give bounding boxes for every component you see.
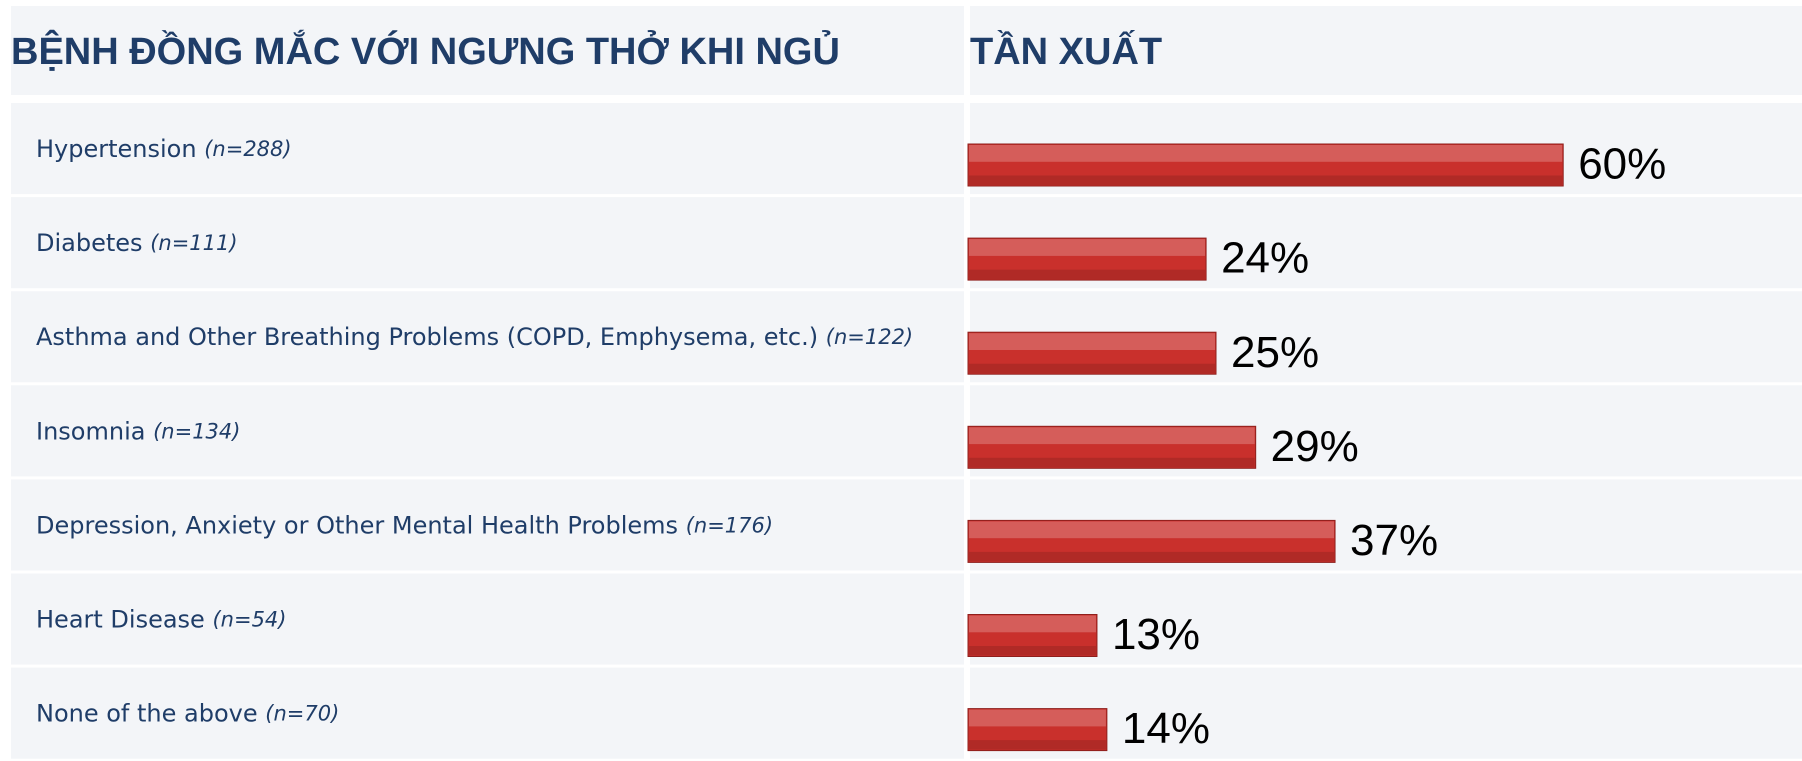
category-note: (n=70) [265, 702, 339, 726]
bar-shade [969, 551, 1335, 562]
bar [967, 143, 1564, 187]
category-name: Asthma and Other Breathing Problems (COP… [36, 323, 818, 351]
column-header: BỆNH ĐỒNG MẮC VỚI NGƯNG THỞ KHI NGỦ [11, 29, 840, 73]
bar-highlight [969, 145, 1563, 162]
bar-shade [969, 646, 1096, 656]
bar [967, 425, 1257, 469]
category-note: (n=176) [686, 513, 773, 537]
bar-highlight [969, 521, 1335, 539]
column-header: TẦN XUẤT [970, 29, 1162, 73]
bar-highlight [969, 709, 1106, 727]
value-label: 25% [1231, 328, 1319, 377]
bar-highlight [969, 427, 1255, 445]
value-label: 29% [1271, 422, 1359, 471]
bar-highlight [969, 239, 1206, 256]
category-name: None of the above [36, 700, 258, 728]
bar-shade [969, 363, 1215, 374]
category-label: Depression, Anxiety or Other Mental Heal… [36, 511, 773, 539]
row-cell [11, 385, 964, 477]
category-note: (n=288) [204, 137, 291, 161]
category-note: (n=134) [153, 419, 240, 443]
category-name: Hypertension [36, 135, 197, 163]
bar [967, 708, 1108, 752]
row-cell [11, 291, 964, 383]
row-cell [11, 103, 964, 195]
category-label: Heart Disease (n=54) [36, 606, 286, 634]
value-label: 13% [1112, 610, 1200, 659]
category-label: Diabetes (n=111) [36, 229, 238, 257]
bar-shade [969, 457, 1255, 468]
category-note: (n=54) [212, 608, 286, 632]
bar-highlight [969, 615, 1096, 633]
bar [967, 519, 1336, 563]
row-cell [11, 479, 964, 571]
row-cell [970, 573, 1802, 665]
bar-highlight [969, 333, 1215, 350]
row-cell [970, 667, 1802, 759]
row-cell [11, 667, 964, 759]
value-label: 60% [1578, 140, 1666, 189]
category-note: (n=111) [150, 231, 237, 255]
category-name: Insomnia [36, 417, 145, 445]
category-name: Diabetes [36, 229, 143, 257]
category-label: Asthma and Other Breathing Problems (COP… [36, 323, 913, 351]
header-cell [970, 6, 1802, 95]
header-cell [11, 6, 964, 95]
row-cell [11, 197, 964, 289]
category-label: None of the above (n=70) [36, 700, 339, 728]
row-cell [11, 573, 964, 665]
bar-shade [969, 740, 1106, 750]
category-label: Insomnia (n=134) [36, 417, 240, 445]
value-label: 37% [1350, 516, 1438, 565]
bar-shade [969, 269, 1206, 280]
bar [967, 331, 1217, 375]
bar [967, 237, 1207, 281]
category-label: Hypertension (n=288) [36, 135, 292, 163]
bar [967, 614, 1098, 657]
category-name: Depression, Anxiety or Other Mental Heal… [36, 511, 678, 539]
category-note: (n=122) [826, 325, 913, 349]
category-name: Heart Disease [36, 606, 205, 634]
value-label: 14% [1122, 704, 1210, 753]
value-label: 24% [1221, 234, 1309, 283]
bar-shade [969, 175, 1563, 185]
